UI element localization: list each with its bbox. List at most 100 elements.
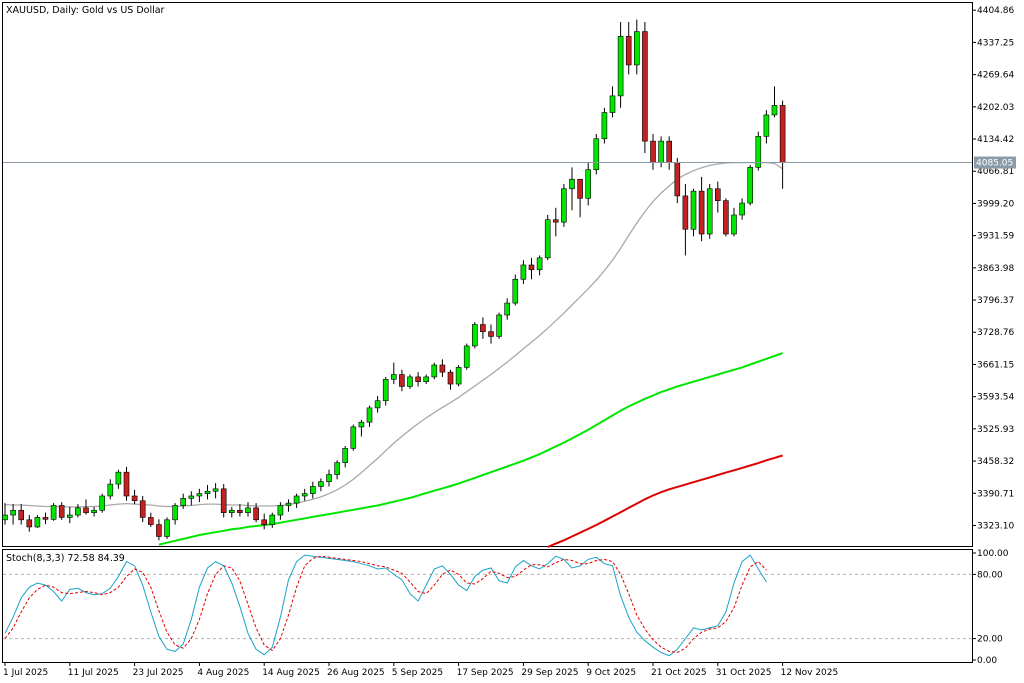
candle-up <box>358 421 365 428</box>
candle-up <box>585 169 592 199</box>
price-tick-label: 3863.98 <box>977 264 1014 274</box>
stoch-tick-label: 100.00 <box>977 549 1009 559</box>
ma-line-2 <box>547 454 783 548</box>
candle-down <box>642 31 648 142</box>
candle-down <box>131 495 138 502</box>
price-tick-label: 4337.25 <box>977 38 1014 48</box>
candle-up <box>520 264 527 280</box>
candle-up <box>561 188 567 223</box>
candle-down <box>698 190 705 235</box>
candle-up <box>2 514 8 521</box>
date-tick-label: 14 Aug 2025 <box>262 668 320 678</box>
candle-up <box>269 514 276 525</box>
candle-down <box>58 505 65 518</box>
candle-up <box>115 471 122 485</box>
date-tick-label: 1 Jul 2025 <box>3 668 48 678</box>
candle-up <box>609 95 616 113</box>
candle-down <box>650 140 656 163</box>
candle-up <box>658 140 664 163</box>
candle-up <box>34 517 41 528</box>
candle-up <box>326 474 332 482</box>
stoch-main-line <box>4 554 767 657</box>
candle-up <box>471 324 478 347</box>
candle-up <box>512 278 519 304</box>
candle-up <box>212 488 219 492</box>
candle-up <box>455 367 462 385</box>
candle-down <box>779 105 786 163</box>
candle-up <box>285 502 292 506</box>
candle-up <box>633 31 640 66</box>
price-tick-label: 3525.93 <box>977 425 1014 435</box>
date-axis: 1 Jul 2025 11 Jul 2025 23 Jul 2025 4 Aug 20… <box>3 662 838 678</box>
candle-down <box>261 519 268 525</box>
candle-up <box>423 376 430 382</box>
candle-up <box>342 448 349 463</box>
price-tick-label: 4202.03 <box>977 103 1014 113</box>
candle-up <box>172 505 178 521</box>
candle-up <box>771 105 778 116</box>
candle-up <box>431 364 438 378</box>
candle-up <box>731 214 737 235</box>
candle-down <box>528 264 535 271</box>
candle-up <box>463 345 470 368</box>
candle-up <box>390 374 397 380</box>
price-tick-label: 4134.42 <box>977 135 1014 145</box>
stoch-tick-label: 80.00 <box>977 570 1003 580</box>
candle-down <box>625 36 632 66</box>
candle-down <box>577 178 583 199</box>
stoch-axis: 100.00 80.00 20.00 0.00 <box>972 549 1009 666</box>
candle-down <box>714 188 721 201</box>
price-tick-label: 4269.64 <box>977 71 1014 81</box>
current-price-badge <box>974 156 1016 169</box>
candle-up <box>350 426 357 449</box>
candle-down <box>439 364 446 373</box>
candle-down <box>26 519 33 528</box>
candle-up <box>50 505 57 520</box>
moving-average-lines <box>4 161 783 548</box>
candle-down <box>42 517 49 520</box>
candle-down <box>139 500 146 518</box>
candle-up <box>334 462 340 475</box>
date-tick-label: 9 Oct 2025 <box>586 668 636 678</box>
price-tick-label: 3931.59 <box>977 232 1014 242</box>
price-tick-label: 4404.86 <box>977 6 1014 16</box>
candle-up <box>67 514 73 518</box>
candle-up <box>75 507 81 516</box>
candle-down <box>480 324 486 332</box>
price-tick-label: 3661.15 <box>977 360 1014 370</box>
candle-up <box>763 114 770 137</box>
candle-up <box>188 495 195 499</box>
candle-up <box>293 495 300 504</box>
candle-up <box>301 493 308 497</box>
candle-down <box>447 371 454 385</box>
stoch-tick-label: 0.00 <box>977 656 997 666</box>
price-tick-label: 3390.71 <box>977 489 1014 499</box>
candle-down <box>253 507 259 521</box>
candle-up <box>366 407 373 423</box>
candle-down <box>666 140 673 163</box>
candle-up <box>91 509 97 513</box>
date-tick-label: 4 Aug 2025 <box>197 668 249 678</box>
ma-line-1 <box>158 352 783 546</box>
candle-down <box>148 517 154 525</box>
candle-down <box>682 195 689 230</box>
candle-down <box>156 524 162 537</box>
candle-up <box>245 507 251 513</box>
chart-title: XAUUSD, Daily: Gold vs US Dollar <box>6 5 165 16</box>
current-price-label: 4085.05 <box>976 159 1013 169</box>
stoch-lines <box>4 554 767 657</box>
date-tick-label: 23 Jul 2025 <box>133 668 184 678</box>
candle-up <box>544 219 551 259</box>
date-tick-label: 12 Nov 2025 <box>781 668 839 678</box>
candle-up <box>496 314 502 337</box>
stoch-level-lines <box>3 573 972 640</box>
candle-up <box>407 376 413 387</box>
price-axis: 4404.86 4337.25 4269.64 4202.03 4134.42 4066.… <box>972 6 1016 531</box>
stoch-tick-label: 20.00 <box>977 635 1003 645</box>
candle-down <box>723 200 729 235</box>
candle-up <box>755 136 762 168</box>
stoch-pane-frame <box>2 549 973 663</box>
candle-up <box>164 519 170 537</box>
candle-up <box>706 188 713 235</box>
